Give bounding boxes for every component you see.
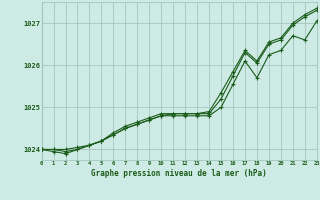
X-axis label: Graphe pression niveau de la mer (hPa): Graphe pression niveau de la mer (hPa) bbox=[91, 169, 267, 178]
